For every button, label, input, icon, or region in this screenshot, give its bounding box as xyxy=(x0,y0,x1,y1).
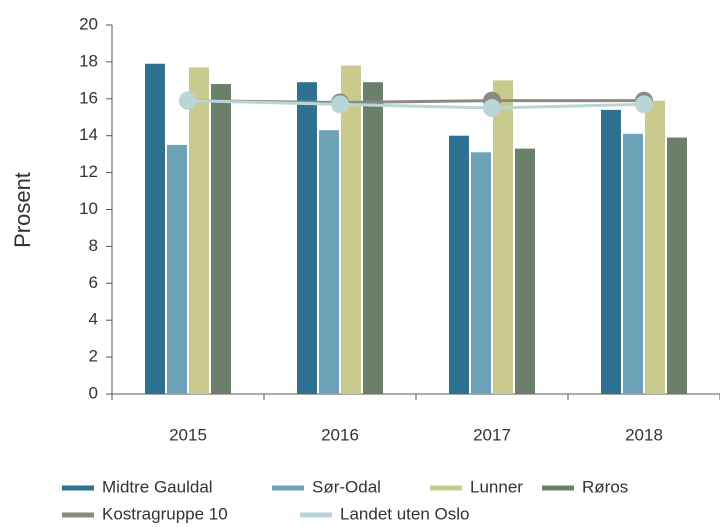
y-tick-label: 18 xyxy=(79,51,98,70)
bar xyxy=(515,148,535,394)
bar xyxy=(167,144,187,394)
y-tick-label: 10 xyxy=(79,199,98,218)
legend-label: Midtre Gauldal xyxy=(102,477,213,496)
line xyxy=(187,99,645,110)
bar xyxy=(623,133,643,395)
y-tick-label: 14 xyxy=(79,125,98,144)
y-tick-label: 2 xyxy=(89,347,98,366)
bar xyxy=(211,84,231,394)
y-tick-label: 6 xyxy=(89,273,98,292)
y-tick-label: 16 xyxy=(79,88,98,107)
y-tick-label: 0 xyxy=(89,383,98,402)
legend-label: Landet uten Oslo xyxy=(340,504,469,523)
legend-label: Lunner xyxy=(470,477,523,496)
x-tick-label: 2015 xyxy=(169,425,207,444)
bar xyxy=(189,67,209,394)
bar xyxy=(471,152,491,394)
bar xyxy=(601,109,621,395)
bar xyxy=(645,100,665,395)
x-tick-label: 2016 xyxy=(321,425,359,444)
legend-label: Kostragruppe 10 xyxy=(102,504,228,523)
legend-label: Røros xyxy=(582,477,628,496)
y-tick-label: 20 xyxy=(79,14,98,33)
bar xyxy=(449,135,469,394)
y-axis-label: Prosent xyxy=(10,172,35,248)
y-tick-label: 8 xyxy=(89,236,98,255)
bar xyxy=(493,80,513,394)
bar xyxy=(667,137,687,395)
line-marker xyxy=(635,95,653,114)
bar xyxy=(363,82,383,394)
legend-label: Sør-Odal xyxy=(312,477,381,496)
bar xyxy=(145,63,165,395)
line-marker xyxy=(483,99,501,118)
y-tick-label: 4 xyxy=(89,310,98,329)
bar xyxy=(319,130,339,395)
line-marker xyxy=(179,91,197,110)
line-marker xyxy=(331,95,349,114)
x-tick-label: 2018 xyxy=(625,425,663,444)
x-tick-label: 2017 xyxy=(473,425,511,444)
bar xyxy=(341,65,361,394)
y-tick-label: 12 xyxy=(79,162,98,181)
bar xyxy=(297,82,317,394)
